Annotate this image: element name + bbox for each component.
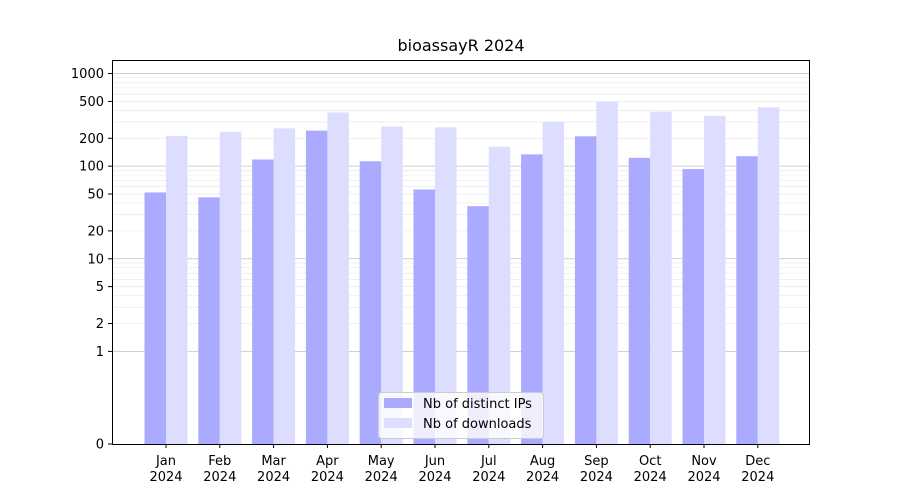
y-tick-label: 50 xyxy=(87,188,104,203)
legend-label: Nb of distinct IPs xyxy=(423,397,532,412)
bar-downloads xyxy=(273,128,296,444)
bar-downloads xyxy=(542,121,565,444)
bar-distinct-ips xyxy=(682,169,704,444)
bar-downloads xyxy=(488,146,511,444)
x-tick-label-line: May xyxy=(368,454,395,469)
x-tick-label: May 2024 xyxy=(365,454,398,485)
y-tick-label: 0 xyxy=(96,438,104,453)
bar-downloads xyxy=(381,126,403,444)
x-tick-label-line: 2024 xyxy=(418,470,451,485)
legend: Nb of distinct IPs Nb of downloads xyxy=(378,392,544,439)
x-tick-label-line: Sep xyxy=(584,454,609,469)
bar-distinct-ips xyxy=(144,192,166,444)
x-tick-label-line: 2024 xyxy=(311,470,344,485)
legend-box xyxy=(378,392,544,439)
y-tick-label: 1000 xyxy=(71,67,104,82)
y-tick-label: 1 xyxy=(96,345,104,360)
x-tick-label-line: Feb xyxy=(208,454,231,469)
x-tick-label: Aug 2024 xyxy=(526,454,559,485)
x-tick-label-line: 2024 xyxy=(149,470,182,485)
bar-downloads xyxy=(327,112,349,445)
bar-distinct-ips xyxy=(359,161,382,444)
x-tick-label: Jan 2024 xyxy=(149,454,182,485)
y-tick-label: 100 xyxy=(79,160,104,175)
legend-swatch xyxy=(384,418,412,428)
bar-distinct-ips xyxy=(413,189,435,444)
y-axis: 0 1 2 5 10 20 50 100 200 500 1000 xyxy=(71,67,112,453)
x-tick-label: Nov 2024 xyxy=(687,454,720,485)
bar-downloads xyxy=(596,101,618,444)
x-tick-label-line: Nov xyxy=(691,454,717,469)
x-tick-label: Dec 2024 xyxy=(741,454,774,485)
bar-distinct-ips xyxy=(467,206,489,444)
legend-swatch xyxy=(384,398,412,408)
y-tick-label: 500 xyxy=(79,95,104,110)
y-tick-label: 200 xyxy=(79,132,104,147)
x-tick-label-line: 2024 xyxy=(365,470,398,485)
bar-downloads xyxy=(757,107,780,445)
bar-downloads xyxy=(704,115,726,444)
x-tick-label-line: Jan xyxy=(155,454,176,469)
x-tick-label: Mar 2024 xyxy=(257,454,290,485)
bar-distinct-ips xyxy=(252,159,274,445)
x-tick-label: Jun 2024 xyxy=(418,454,451,485)
bar-distinct-ips xyxy=(574,136,597,445)
x-tick-label: Oct 2024 xyxy=(634,454,667,485)
legend-label: Nb of downloads xyxy=(423,417,532,432)
bar-downloads xyxy=(166,135,188,444)
x-tick-label-line: 2024 xyxy=(634,470,667,485)
x-tick-label-line: Mar xyxy=(261,454,286,469)
bar-distinct-ips xyxy=(521,154,543,444)
chart-title: bioassayR 2024 xyxy=(397,36,524,55)
bar-distinct-ips xyxy=(628,157,651,444)
x-tick-label-line: 2024 xyxy=(472,470,505,485)
x-tick-label-line: 2024 xyxy=(526,470,559,485)
x-tick-label-line: Jun xyxy=(424,454,445,469)
bar-distinct-ips xyxy=(736,156,758,444)
x-tick-label-line: Apr xyxy=(316,454,339,469)
x-tick-label-line: Aug xyxy=(530,454,555,469)
x-tick-label: Feb 2024 xyxy=(203,454,236,485)
x-tick-label-line: 2024 xyxy=(580,470,613,485)
x-tick-label-line: Dec xyxy=(745,454,770,469)
x-tick-label: Apr 2024 xyxy=(311,454,344,485)
y-tick-label: 5 xyxy=(96,280,104,295)
bar-downloads xyxy=(650,111,672,444)
bar-distinct-ips xyxy=(305,130,328,444)
plot-frame xyxy=(112,60,810,445)
bar-downloads xyxy=(435,127,457,445)
x-tick-label-line: 2024 xyxy=(687,470,720,485)
x-tick-label-line: 2024 xyxy=(203,470,236,485)
x-tick-label-line: Oct xyxy=(639,454,661,469)
x-tick-label: Sep 2024 xyxy=(580,454,613,485)
bar-distinct-ips xyxy=(198,197,220,444)
y-tick-label: 20 xyxy=(87,224,104,239)
y-tick-label: 2 xyxy=(96,317,104,332)
x-tick-label-line: 2024 xyxy=(257,470,290,485)
x-tick-label: Jul 2024 xyxy=(472,454,505,485)
x-tick-label-line: Jul xyxy=(480,454,497,469)
bar-downloads xyxy=(219,131,242,444)
bars xyxy=(144,101,780,445)
x-tick-label-line: 2024 xyxy=(741,470,774,485)
y-tick-label: 10 xyxy=(87,252,104,267)
